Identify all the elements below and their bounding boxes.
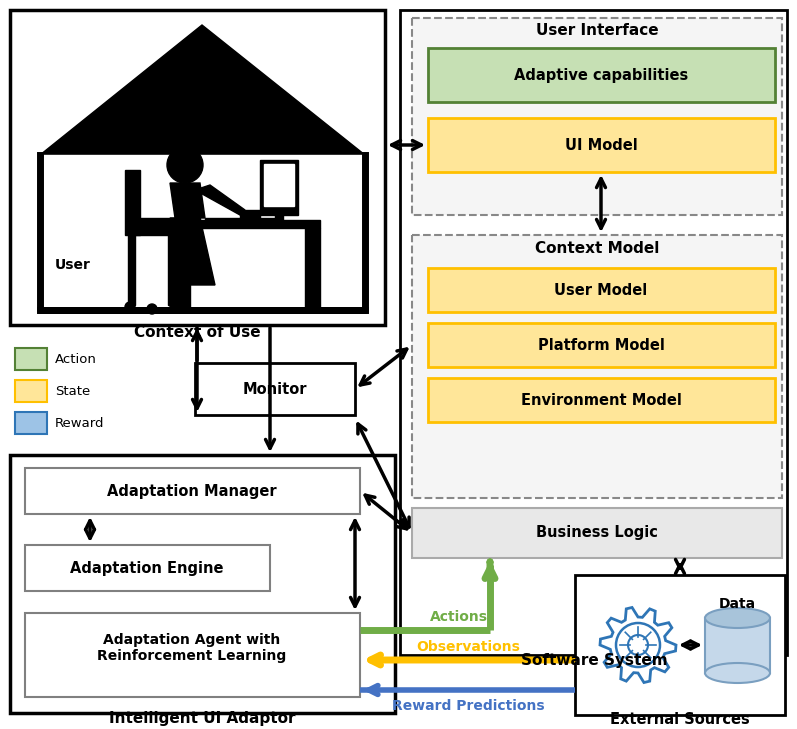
Bar [412, 235, 782, 498]
Circle shape [147, 304, 157, 314]
Bar [195, 363, 355, 415]
Bar [428, 323, 775, 367]
Polygon shape [40, 25, 365, 155]
Circle shape [167, 147, 203, 183]
Text: Business Logic: Business Logic [536, 526, 658, 540]
Text: Platform: Platform [130, 83, 198, 97]
Polygon shape [240, 210, 260, 220]
Polygon shape [195, 185, 245, 215]
Text: Adaptive capabilities: Adaptive capabilities [514, 68, 688, 82]
Polygon shape [168, 235, 175, 305]
Polygon shape [264, 164, 294, 206]
Bar [25, 468, 360, 514]
Text: Adaptation Agent with
Reinforcement Learning: Adaptation Agent with Reinforcement Lear… [97, 633, 287, 663]
Bar [428, 378, 775, 422]
Text: Adaptation Manager: Adaptation Manager [107, 483, 277, 499]
Text: Data: Data [719, 597, 756, 611]
Circle shape [125, 302, 135, 312]
Text: Reward Predictions: Reward Predictions [391, 699, 544, 713]
Text: Monitor: Monitor [243, 381, 308, 397]
Polygon shape [205, 218, 275, 220]
Text: User Model: User Model [555, 283, 648, 297]
Bar [10, 455, 395, 713]
Bar [25, 613, 360, 697]
Polygon shape [260, 160, 298, 215]
Bar [575, 575, 785, 715]
Circle shape [170, 302, 180, 312]
Text: Actions: Actions [430, 610, 488, 624]
Text: User: User [55, 258, 91, 272]
Polygon shape [265, 223, 293, 227]
Bar [428, 268, 775, 312]
Text: Adaptation Engine: Adaptation Engine [70, 561, 224, 575]
Polygon shape [170, 218, 215, 285]
Text: Environment Model: Environment Model [520, 392, 681, 408]
Polygon shape [145, 220, 320, 228]
Text: Intelligent UI Adaptor: Intelligent UI Adaptor [108, 711, 295, 725]
Bar [428, 48, 775, 102]
Polygon shape [128, 235, 135, 305]
Bar [15, 380, 47, 402]
Bar [412, 18, 782, 215]
Polygon shape [170, 183, 205, 218]
Ellipse shape [705, 663, 770, 683]
Bar [705, 618, 770, 673]
Text: Reward: Reward [55, 416, 104, 429]
Text: User Interface: User Interface [536, 23, 658, 37]
Text: Software System: Software System [520, 652, 667, 668]
Bar [428, 118, 775, 172]
Polygon shape [130, 218, 175, 235]
Text: Context of Use: Context of Use [134, 324, 261, 340]
Text: Context Model: Context Model [535, 241, 659, 255]
Ellipse shape [705, 608, 770, 628]
Text: External Sources: External Sources [611, 712, 750, 728]
Bar [412, 508, 782, 558]
Bar [15, 412, 47, 434]
Polygon shape [125, 170, 140, 235]
Polygon shape [175, 228, 190, 308]
Text: Environment: Environment [226, 59, 313, 131]
Text: Platform Model: Platform Model [537, 338, 665, 353]
Bar [25, 545, 270, 591]
Bar [400, 10, 787, 655]
Polygon shape [40, 155, 365, 310]
Bar [15, 348, 47, 370]
Polygon shape [305, 228, 320, 308]
Polygon shape [170, 218, 200, 230]
Text: Action: Action [55, 353, 97, 365]
Bar [10, 10, 385, 325]
Text: State: State [55, 384, 90, 397]
Text: Observations: Observations [416, 640, 520, 654]
Text: UI Model: UI Model [564, 138, 638, 152]
Polygon shape [275, 215, 283, 223]
